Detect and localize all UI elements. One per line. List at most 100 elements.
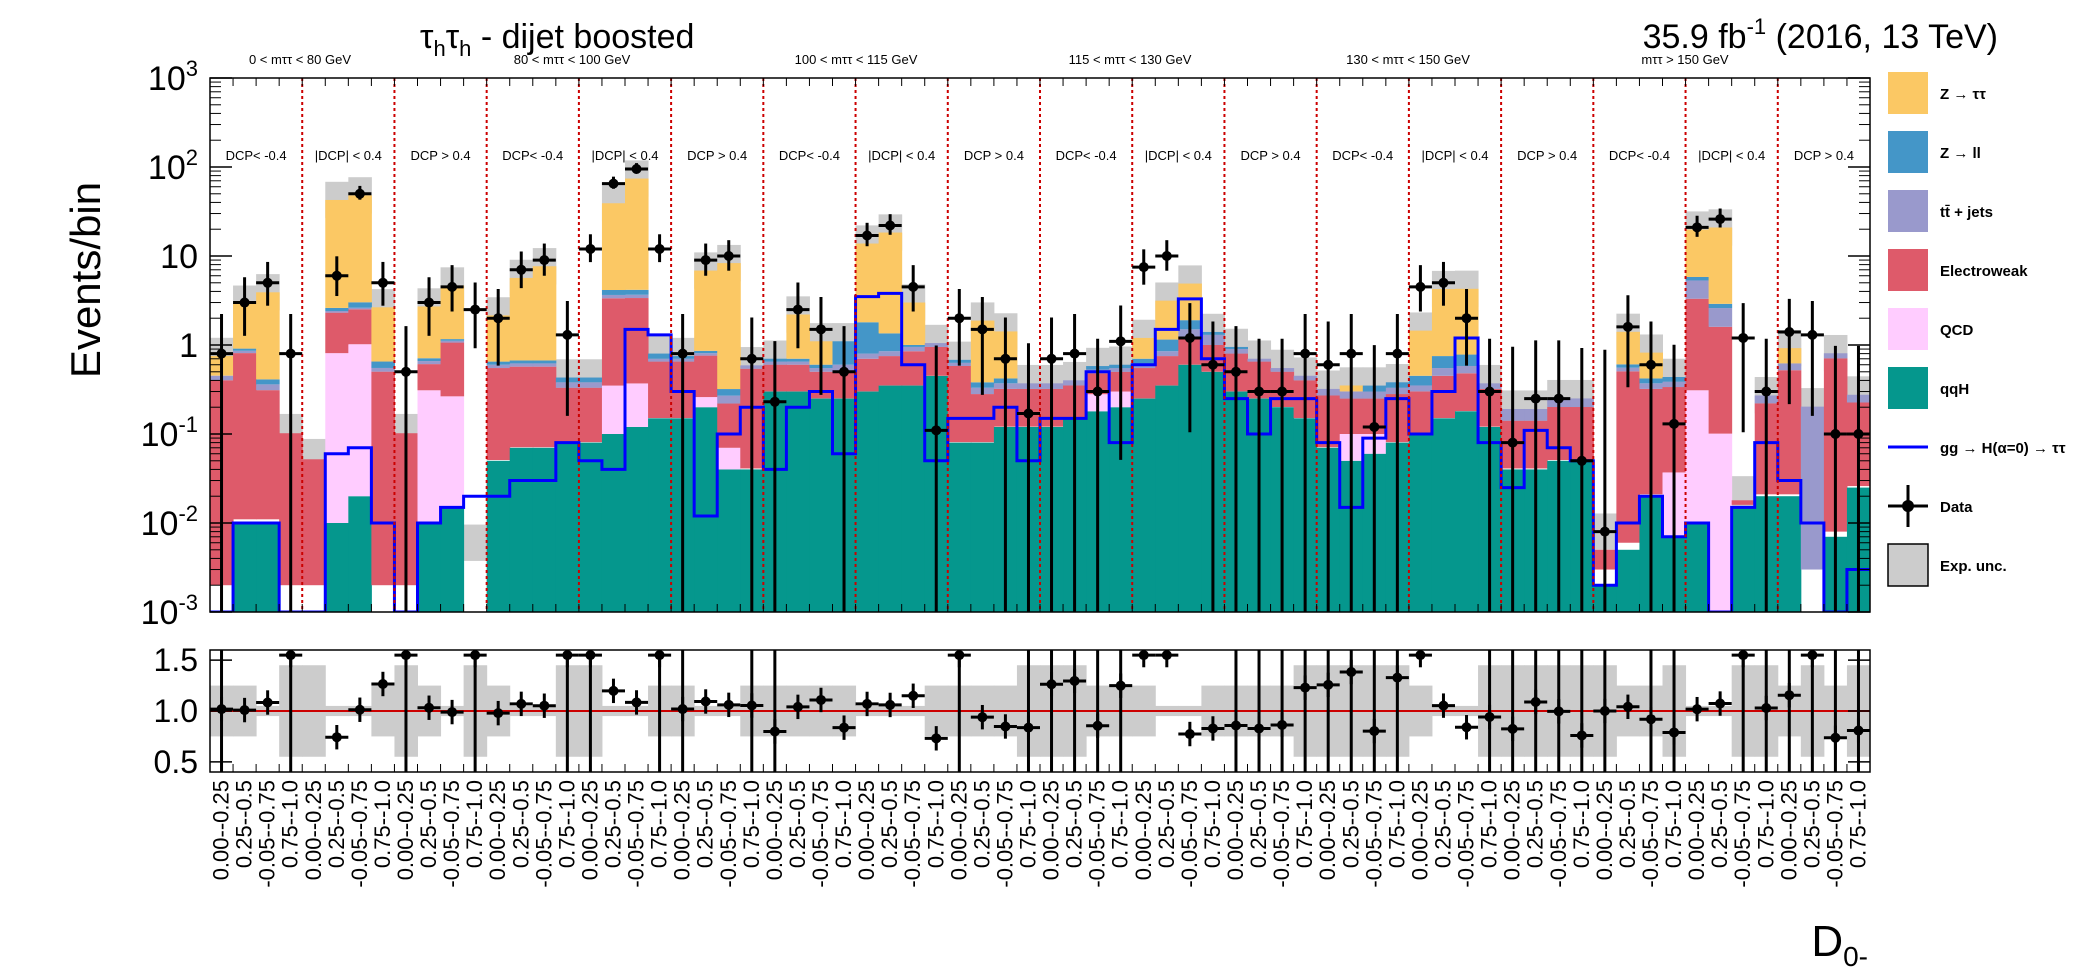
x-bin-label: 0.75--1.0: [370, 780, 395, 868]
x-bin-label: 0.00--0.25: [577, 780, 602, 880]
bar-qqh: [1431, 418, 1456, 612]
bar-qcd: [325, 353, 349, 523]
ratio-point: [931, 733, 942, 744]
ratio-point: [1807, 650, 1818, 661]
x-bin-label: 0.00--0.25: [1223, 780, 1248, 880]
ratio-point: [331, 732, 342, 743]
x-bin-label: -0.05--0.75: [1269, 780, 1294, 888]
ratio-point: [216, 704, 227, 715]
bar-qqh: [233, 523, 257, 612]
bar-qcd: [625, 383, 649, 427]
bar-z: [901, 302, 926, 345]
bar-zll: [901, 344, 926, 347]
chart-text: τhτh - dijet boosted 35.9 fb-1 (2016, 13 …: [62, 14, 1998, 972]
data-point: [424, 297, 435, 308]
legend-marker-dot: [1902, 500, 1914, 512]
x-bin-label: 0.75--1.0: [923, 780, 948, 868]
bar-qqh: [532, 447, 557, 612]
bar-electroweak: [1616, 371, 1640, 543]
x-bin-label: 0.00--0.25: [209, 780, 234, 880]
data-point: [1369, 421, 1380, 432]
ratio-point: [1323, 679, 1334, 690]
ratio-point: [654, 650, 665, 661]
bar-qqh: [325, 523, 349, 612]
data-point: [262, 277, 273, 288]
bar-electroweak: [717, 403, 741, 448]
x-bin-label: -0.05--0.75: [1454, 780, 1479, 888]
data-point: [539, 255, 550, 266]
data-point: [493, 313, 504, 324]
data-point: [1230, 366, 1241, 377]
y-tick-label: 103: [148, 56, 198, 98]
data-point: [700, 255, 711, 266]
x-bin-label: 0.75--1.0: [1108, 780, 1133, 868]
data-point: [723, 251, 734, 261]
legend-entry: Z → ττ: [1888, 72, 1986, 114]
x-bin-label: 0.00--0.25: [854, 780, 879, 880]
legend-entry: Electroweak: [1888, 249, 2028, 291]
data-point: [1115, 336, 1126, 347]
bar-ttjets: [371, 367, 395, 372]
legend-swatch: [1888, 131, 1928, 173]
legend-swatch: [1888, 249, 1928, 291]
data-point: [516, 264, 527, 275]
x-bin-label: 0.00--0.25: [485, 780, 510, 880]
bar-ttjets: [348, 307, 372, 310]
legend-entry: Exp. unc.: [1887, 543, 2007, 587]
bar-zll: [786, 358, 810, 362]
dcp-region-label: DCP > 0.4: [1794, 148, 1854, 163]
ratio-point: [1784, 690, 1795, 701]
bar-ttjets: [486, 364, 511, 369]
x-bin-label: -0.05--0.75: [255, 780, 280, 888]
ratio-point: [769, 726, 780, 737]
x-bin-label: -0.05--0.75: [1177, 780, 1202, 888]
y-tick-label: 1: [179, 327, 198, 365]
ratio-point: [262, 697, 273, 708]
bar-ttjets: [648, 358, 672, 362]
x-bin-label: -0.05--0.75: [439, 780, 464, 888]
x-bin-label: 0.75--1.0: [1292, 780, 1317, 868]
data-point: [1761, 386, 1772, 397]
bar-electroweak: [648, 361, 672, 419]
ratio-point: [470, 650, 481, 661]
data-point: [1300, 348, 1311, 359]
bar-z: [325, 199, 349, 308]
bar-electroweak: [325, 312, 349, 354]
legend-label: Electroweak: [1940, 263, 2028, 280]
tick-base: 10: [141, 416, 179, 454]
ratio-point: [1300, 682, 1311, 693]
bar-electroweak: [1731, 500, 1756, 505]
x-bin-label: 0.25--0.5: [324, 780, 349, 868]
data-point: [908, 281, 919, 292]
bar-qqh: [440, 507, 465, 612]
x-bin-label: -0.05--0.75: [1546, 780, 1571, 888]
ratio-point: [1254, 723, 1265, 734]
data-point: [331, 270, 342, 281]
ratio-point: [1161, 650, 1172, 661]
bar-zll: [855, 322, 880, 354]
x-bin-label: 0.25--0.5: [785, 780, 810, 868]
bar-ttjets: [924, 343, 949, 347]
bar-z: [601, 203, 626, 290]
x-bin-label: 0.25--0.5: [693, 780, 718, 868]
ratio-point: [862, 698, 873, 709]
mass-window-label: 130 < mττ < 150 GeV: [1346, 52, 1470, 67]
bar-zll: [625, 289, 649, 295]
legend-entry: tt̄ + jets: [1888, 190, 1993, 232]
ratio-point: [1346, 666, 1357, 677]
tick-base: 10: [141, 594, 179, 632]
bar-qqh: [486, 460, 511, 612]
ratio-point: [493, 708, 504, 719]
ratio-point: [792, 701, 803, 712]
bar-ttjets: [233, 350, 257, 354]
data-point: [769, 396, 780, 407]
bar-electroweak: [509, 366, 534, 448]
ratio-point: [1507, 723, 1518, 734]
data-point: [1507, 437, 1518, 448]
ratio-point: [700, 696, 711, 707]
bar-ttjets: [1132, 364, 1156, 369]
x-bin-label: 0.25--0.5: [1707, 780, 1732, 868]
dcp-region-label: DCP > 0.4: [687, 148, 747, 163]
x-bin-label: 0.00--0.25: [670, 780, 695, 880]
data-point: [1692, 222, 1703, 233]
